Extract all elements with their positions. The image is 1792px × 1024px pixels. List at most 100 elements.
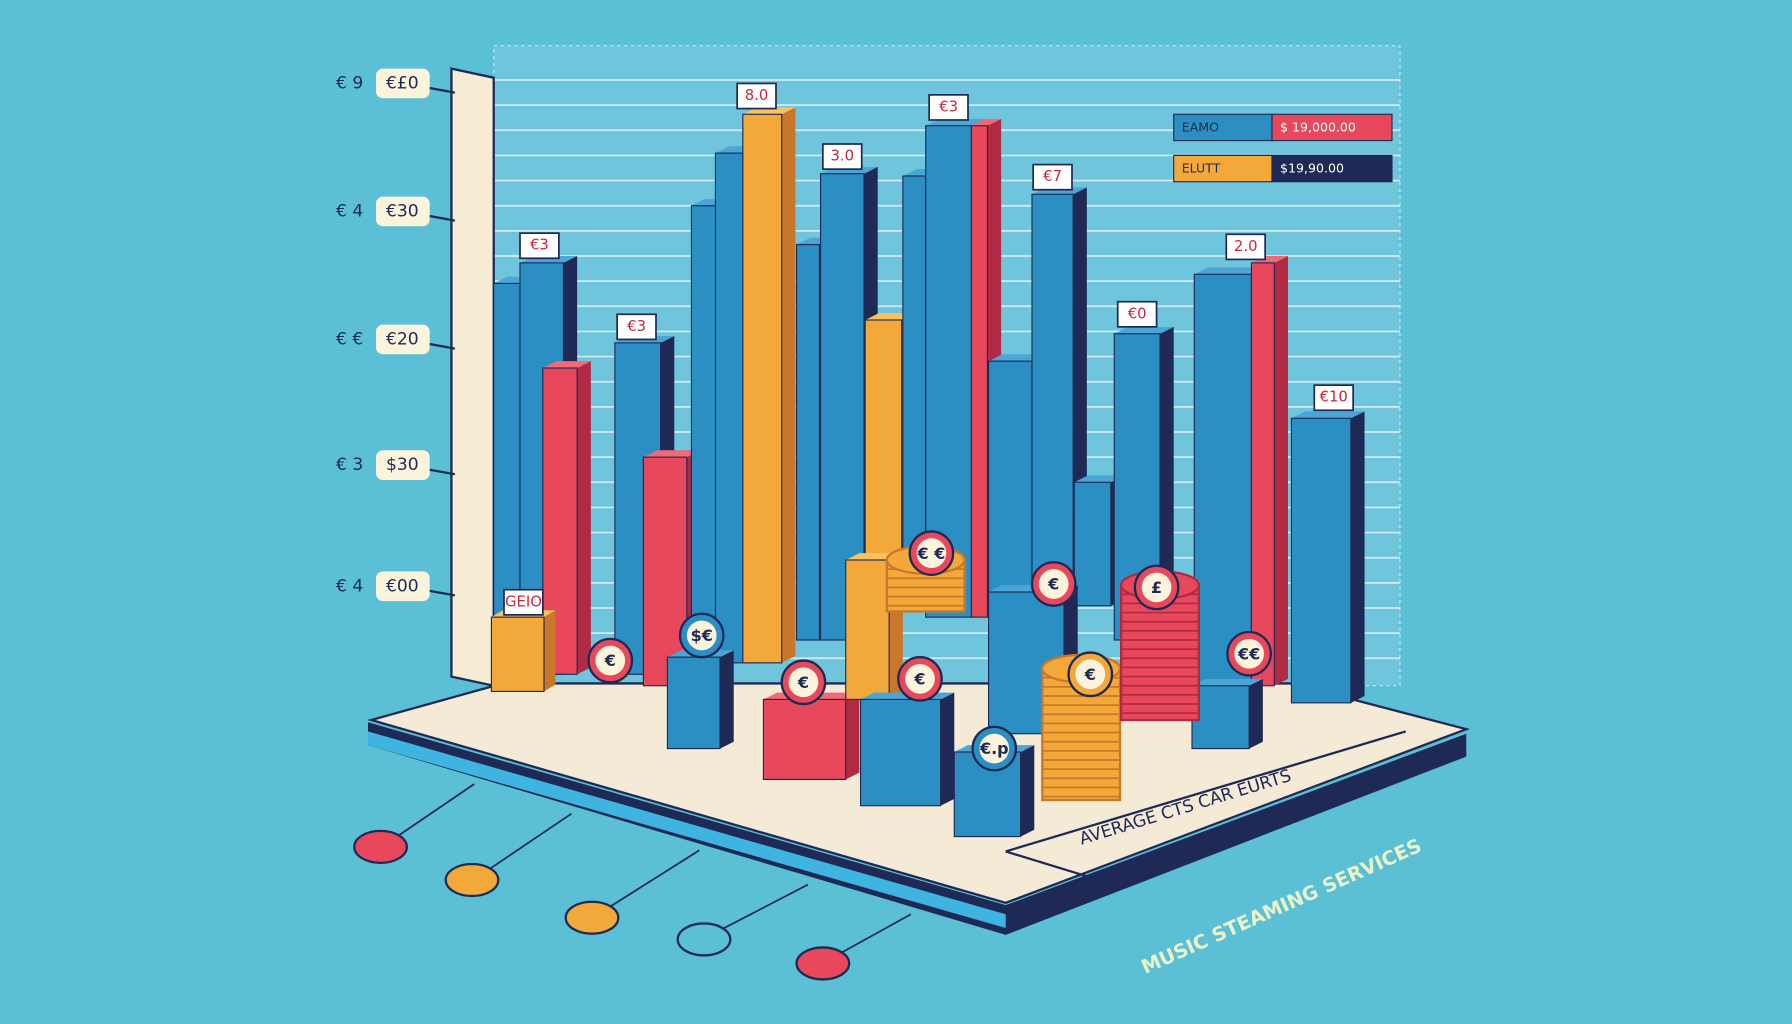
y-axis-label: €20 [386, 329, 419, 349]
bar-top [1114, 326, 1174, 334]
bar-side [544, 610, 556, 692]
x-axis-line [1005, 730, 1407, 853]
coin-face [1141, 572, 1172, 603]
bar-label-box [519, 232, 560, 260]
coin-face [788, 667, 819, 698]
bar-label: €3 [627, 317, 646, 335]
bar-side [1249, 678, 1263, 749]
y-axis-tick [429, 214, 456, 222]
bar [845, 559, 890, 700]
bar [690, 205, 718, 664]
bar [1290, 417, 1352, 704]
legend-value: $ 19,000.00 [1280, 119, 1356, 134]
y-axis-pillar [450, 67, 495, 688]
coin-face [916, 538, 947, 568]
bar-label-box [1032, 163, 1073, 191]
bar [490, 616, 545, 692]
y-axis-tick [429, 86, 456, 94]
bar-top [1074, 475, 1125, 483]
legend-label: ELUTT [1182, 161, 1221, 176]
bar-top [1192, 678, 1263, 686]
y-axis-label-box [376, 450, 430, 480]
bar-side [1274, 256, 1288, 686]
bar-top [1251, 256, 1288, 263]
y-axis-prefix: € 4 [336, 576, 363, 596]
bar [1191, 685, 1250, 750]
bar-label-box [928, 93, 969, 121]
bar-label: €3 [530, 236, 549, 254]
coin-face [1038, 569, 1069, 599]
bar-top [988, 354, 1046, 362]
bar-label-box [616, 313, 657, 341]
bar [1193, 273, 1252, 687]
legend-label: EAMO [1182, 119, 1219, 134]
floor-band [368, 731, 1006, 928]
coin-face [1234, 638, 1264, 669]
bar-label-box [1313, 384, 1354, 412]
coin-label: € [1084, 665, 1096, 684]
bar-top [643, 450, 701, 458]
bar-top [1194, 267, 1266, 275]
bar-label: €3 [939, 97, 958, 115]
y-axis-tick [429, 468, 456, 476]
bar-label-box [1225, 233, 1266, 261]
bar-side [720, 650, 734, 749]
bar [860, 698, 942, 807]
coin-face [979, 733, 1010, 764]
coin-face [905, 664, 935, 694]
bar-label-box [1116, 300, 1158, 328]
leader-coin [795, 946, 851, 981]
bar [642, 456, 688, 687]
bar [742, 113, 783, 664]
bar-label-box [736, 82, 777, 110]
bar [864, 319, 903, 561]
y-axis-label-box [376, 571, 430, 602]
bar [970, 125, 988, 618]
y-axis-label-box [376, 196, 430, 227]
legend-swatch [1173, 113, 1273, 142]
legend-value-box [1271, 154, 1393, 183]
bar [796, 244, 820, 641]
bar-top [971, 118, 1002, 126]
bar-label: GEIO [505, 592, 542, 610]
leader-line [391, 783, 475, 841]
y-axis-label: €30 [386, 201, 419, 221]
y-axis-prefix: € 4 [336, 201, 363, 221]
bar-side [781, 107, 796, 663]
bar-label-box [503, 588, 544, 616]
y-axis-label: €00 [386, 576, 419, 596]
coin-label: $€ [691, 626, 713, 645]
legend-swatch [1173, 154, 1273, 183]
bar-side [1020, 745, 1035, 837]
coin-label: € [913, 669, 925, 688]
bar-label: €7 [1043, 167, 1062, 185]
bar-side [1350, 411, 1365, 703]
y-axis-tick [429, 342, 456, 350]
legend-value-box [1271, 113, 1393, 142]
bar-label: 3.0 [830, 147, 854, 165]
bar-label: 2.0 [1234, 237, 1258, 255]
coin-label: € [797, 673, 809, 692]
leader-coin [353, 829, 408, 864]
bar-side [845, 692, 860, 780]
coin-label: €€ [1237, 644, 1260, 663]
coin-label: €.p [979, 739, 1009, 758]
labels: € 9 €£0 € 4 €30 € € €20 € 3 $30 € 4 €00 €3 €3 8.0 3.0… [336, 68, 1393, 981]
bar-label: €10 [1320, 388, 1348, 406]
leader-coin [676, 922, 732, 957]
y-axis-prefix: € 3 [336, 455, 363, 475]
leader-line [715, 883, 809, 934]
bar [987, 360, 1033, 607]
coin-face [1075, 659, 1106, 690]
coin-face [686, 620, 717, 651]
bar [1250, 262, 1275, 687]
coin-label: € [1047, 575, 1059, 594]
leader-coin [564, 900, 620, 935]
bar [762, 698, 847, 780]
y-axis-label-box [376, 324, 430, 355]
coin-label: € € [917, 544, 946, 563]
bar [542, 367, 578, 675]
legend-value: $19,90.00 [1280, 161, 1344, 176]
